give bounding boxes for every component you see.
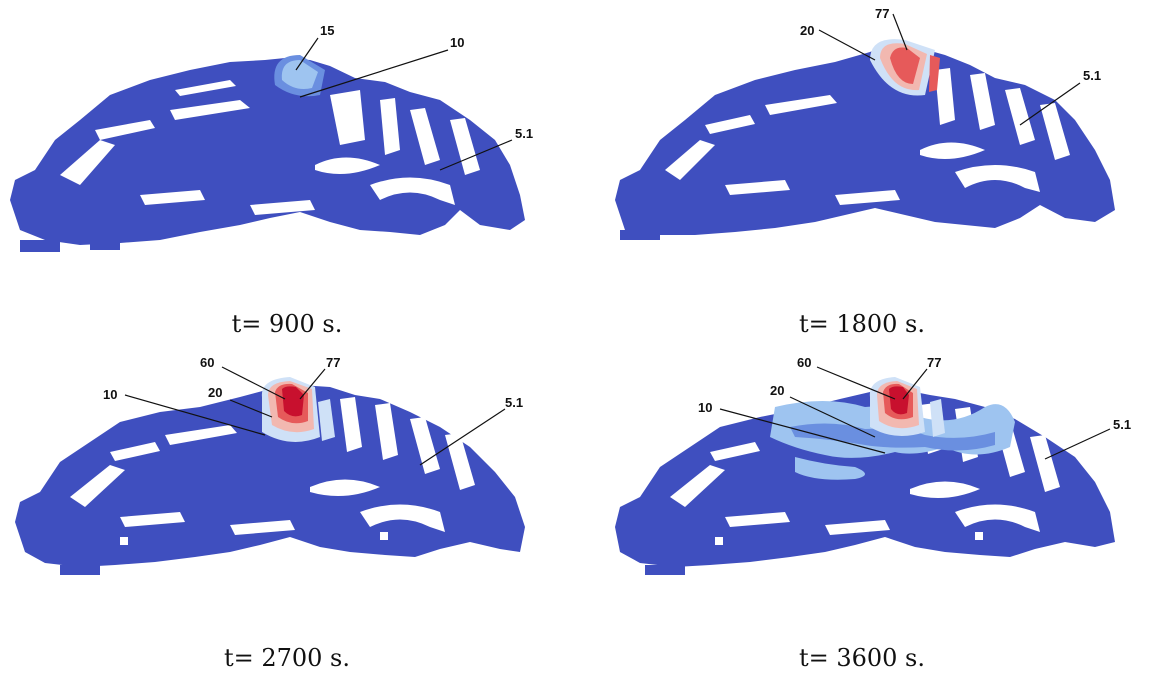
concentration-blob <box>870 39 940 96</box>
time-caption: t= 900 s. <box>231 310 343 338</box>
leader-lines <box>818 13 1081 126</box>
contour-label: 20 <box>208 385 222 400</box>
leader-line <box>419 408 506 466</box>
panel-t2700: 60 77 10 20 5.1 t= 2700 s. <box>0 337 574 674</box>
panel-t900: 15 10 5.1 t= 900 s. <box>0 0 574 338</box>
tissue-region <box>615 45 1115 240</box>
leader-lines <box>124 366 506 466</box>
time-caption: t= 2700 s. <box>223 644 351 672</box>
contour-label: 5.1 <box>1083 68 1101 83</box>
leader-line <box>818 29 876 61</box>
tissue-region <box>10 58 525 252</box>
sulci <box>60 80 480 215</box>
leader-line <box>902 368 928 400</box>
leader-line <box>816 366 896 400</box>
concentration-blob <box>869 377 945 437</box>
leader-line <box>124 394 266 436</box>
leader-line <box>1044 428 1111 460</box>
contour-label: 77 <box>927 355 941 370</box>
leader-line <box>439 139 513 171</box>
time-caption: t= 1800 s. <box>798 310 926 338</box>
contour-label: 10 <box>103 387 117 402</box>
contour-label: 15 <box>320 23 334 38</box>
leader-line <box>221 366 286 400</box>
contour-label: 77 <box>326 355 340 370</box>
contour-label: 10 <box>698 400 712 415</box>
contour-label: 10 <box>450 35 464 50</box>
leader-line <box>719 408 886 454</box>
leader-line <box>299 368 326 400</box>
leader-line <box>229 399 273 418</box>
contour-label: 5.1 <box>1113 417 1131 432</box>
concentration-blob <box>274 55 325 97</box>
contour-label: 5.1 <box>515 126 533 141</box>
sulci <box>70 397 475 545</box>
leader-line <box>892 13 908 51</box>
leader-lines <box>719 366 1111 460</box>
brain-slice-t900: 15 10 5.1 <box>10 23 533 252</box>
brain-slice-t3600: 60 77 20 10 5.1 <box>615 355 1131 575</box>
leader-lines <box>295 37 513 171</box>
contour-label: 60 <box>200 355 214 370</box>
contour-label: 5.1 <box>505 395 523 410</box>
leader-line <box>1019 82 1081 126</box>
contour-label: 60 <box>797 355 811 370</box>
brain-slice-t2700: 60 77 10 20 5.1 <box>15 355 525 575</box>
panel-t1800: 77 20 5.1 t= 1800 s. <box>575 0 1149 338</box>
panel-t3600: 60 77 20 10 5.1 t= 3600 s. <box>575 337 1149 674</box>
time-caption: t= 3600 s. <box>798 644 926 672</box>
leader-line <box>789 396 876 438</box>
sulci <box>665 68 1070 205</box>
contour-label: 20 <box>800 23 814 38</box>
contour-label: 77 <box>875 6 889 21</box>
leader-line <box>295 37 319 71</box>
concentration-blob <box>261 377 335 442</box>
leader-line <box>299 49 449 98</box>
brain-slice-t1800: 77 20 5.1 <box>615 6 1115 240</box>
contour-label: 20 <box>770 383 784 398</box>
